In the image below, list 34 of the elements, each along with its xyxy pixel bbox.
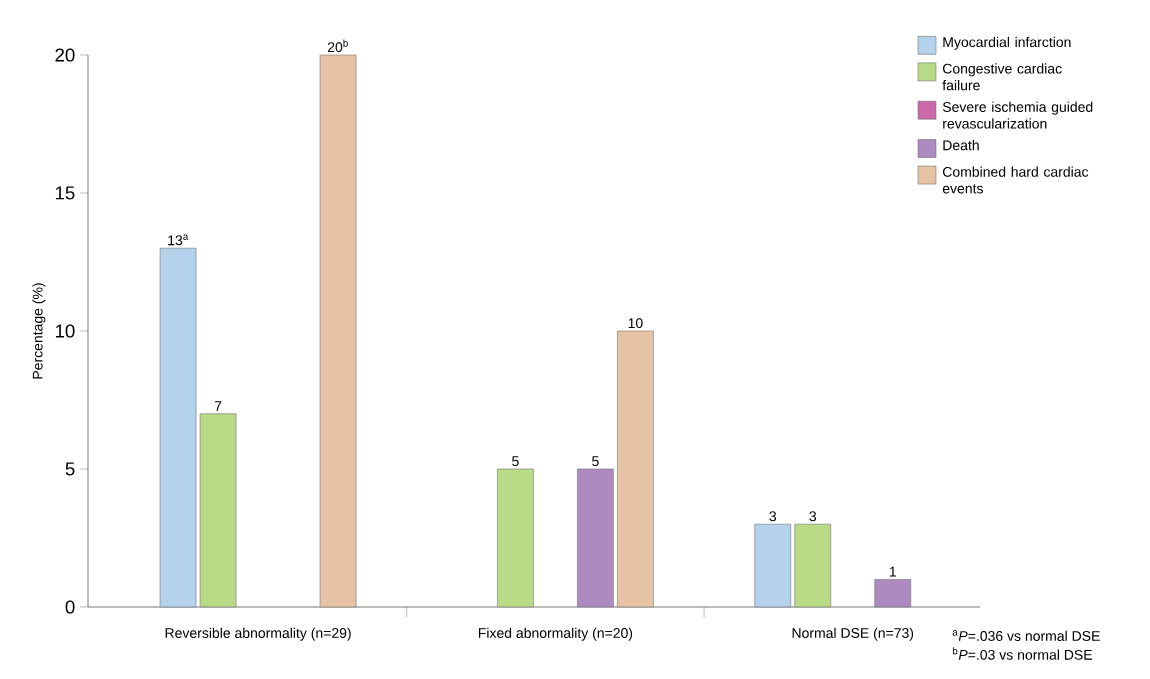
data-label: 1 — [889, 566, 896, 577]
data-label: 5 — [512, 456, 519, 467]
bar — [617, 330, 654, 608]
data-label: 10 — [628, 318, 643, 329]
bar — [794, 523, 832, 608]
data-label: 3 — [809, 511, 817, 522]
data-label: 7 — [214, 401, 222, 411]
x-tick-label: Normal DSE (n=73) — [792, 627, 914, 641]
data-label: 13$^{a}$ — [168, 234, 189, 246]
data-label: 3 — [769, 511, 777, 522]
y-axis-title: Percentage (%) — [32, 283, 46, 379]
y-tick-label: 5 — [65, 462, 75, 476]
legend-label: Combined hard cardiac events — [942, 166, 1089, 194]
legend-label: Myocardial infarction — [943, 36, 1071, 50]
bar — [199, 413, 237, 608]
x-tick-label: Fixed abnormality (n=20) — [478, 627, 633, 641]
bar — [159, 247, 197, 608]
y-tick-label: 10 — [55, 324, 75, 338]
x-tick-label: Reversible abnormality (n=29) — [165, 627, 351, 641]
text: $^{a}$P=.036 vs normal DSE — [952, 630, 1100, 641]
text: $^{b}$P=.03 vs normal DSE — [952, 647, 1092, 660]
legend-label: Severe ischemia guided revascularization — [942, 101, 1093, 129]
legend-label: Congestive cardiac failure — [942, 63, 1062, 91]
data-label: 20$^{b}$ — [327, 39, 348, 53]
bar — [497, 468, 534, 608]
bar — [319, 54, 357, 608]
bar — [754, 523, 792, 608]
legend-label: Death — [943, 139, 979, 151]
y-tick-label: 20 — [55, 48, 75, 62]
data-label: 5 — [592, 456, 599, 467]
y-tick-label: 15 — [55, 186, 75, 200]
bar — [577, 468, 614, 608]
y-tick-label: 0 — [65, 600, 75, 614]
bar — [874, 579, 912, 608]
